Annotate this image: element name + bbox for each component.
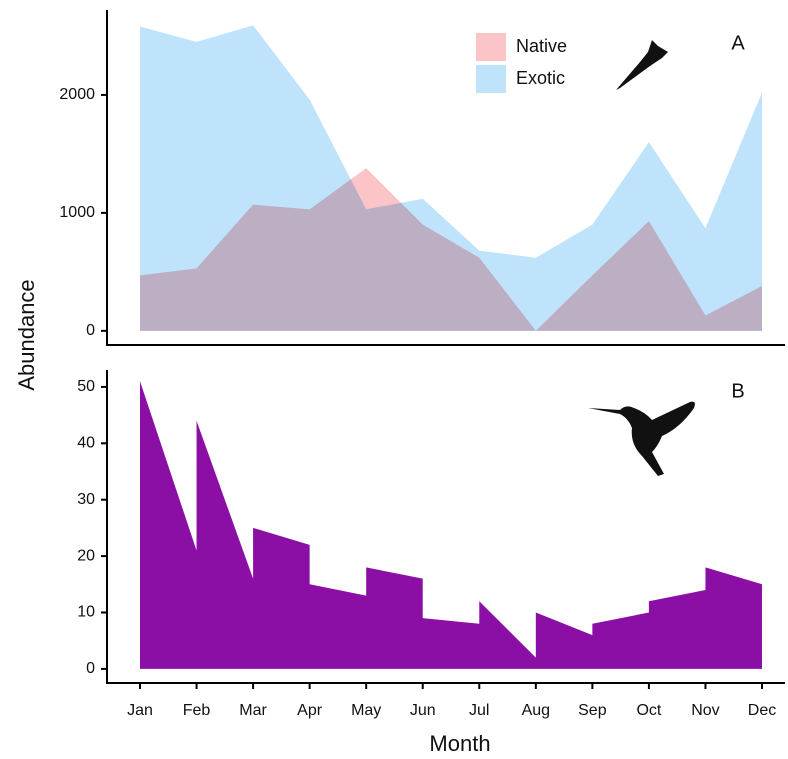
legend-label: Exotic: [516, 68, 565, 88]
x-tick-label: Dec: [748, 702, 776, 719]
x-tick-label: Nov: [691, 702, 719, 719]
x-tick-label: Jul: [469, 702, 489, 719]
chart: Abundance Month A B NativeExotic01000200…: [0, 0, 788, 759]
x-tick-label: Feb: [183, 702, 211, 719]
y-tick-label: 20: [77, 547, 95, 564]
y-tick-label: 10: [77, 604, 95, 621]
x-tick-label: Mar: [239, 702, 267, 719]
y-tick-label: 2000: [59, 86, 95, 103]
x-tick-label: Apr: [297, 702, 323, 719]
x-tick-label: Oct: [636, 702, 661, 719]
y-tick-label: 50: [77, 378, 95, 395]
hummingbird-icon: [588, 402, 695, 476]
y-tick-label: 1000: [59, 204, 95, 221]
x-axis-label: Month: [429, 731, 490, 756]
legend-swatch: [476, 65, 506, 93]
x-tick-label: Jan: [127, 702, 153, 719]
y-tick-label: 40: [77, 435, 95, 452]
panel-label: A: [731, 32, 745, 54]
x-tick-label: Sep: [578, 702, 607, 719]
y-tick-label: 0: [86, 322, 95, 339]
insect-icon: [616, 40, 668, 90]
panel-label: B: [731, 380, 744, 402]
x-tick-label: Aug: [522, 702, 550, 719]
y-tick-label: 30: [77, 491, 95, 508]
y-axis-label: Abundance: [14, 279, 39, 390]
x-tick-label: May: [351, 702, 381, 719]
y-tick-label: 0: [86, 660, 95, 677]
x-tick-label: Jun: [410, 702, 436, 719]
legend-label: Native: [516, 36, 567, 56]
legend-swatch: [476, 33, 506, 61]
